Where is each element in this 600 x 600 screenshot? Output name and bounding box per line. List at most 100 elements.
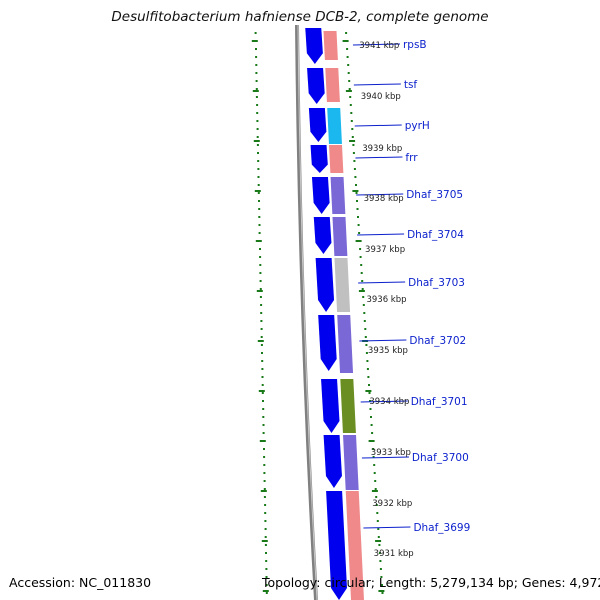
inner-ruler-dot	[351, 136, 354, 138]
gene-block	[327, 108, 342, 144]
outer-ruler-dot	[265, 552, 267, 554]
outer-ruler-dot	[260, 320, 263, 322]
outer-ruler-major-tick	[252, 90, 259, 92]
inner-ruler-dot	[368, 384, 370, 386]
inner-ruler-dot	[349, 96, 352, 98]
gene-leader-line	[358, 281, 406, 284]
inner-ruler-dot	[374, 480, 377, 482]
inner-ruler-major-tick	[349, 140, 356, 142]
outer-ruler-dot	[264, 512, 267, 514]
gene-label: Dhaf_3704	[407, 229, 464, 241]
outer-ruler-dot	[257, 192, 260, 194]
inner-ruler-dot	[346, 56, 349, 58]
outer-ruler-dot	[263, 496, 266, 498]
inner-ruler-dot	[367, 376, 370, 378]
outer-ruler-dot	[256, 136, 259, 138]
gene-label: rpsB	[403, 39, 427, 51]
outer-ruler-dot	[260, 304, 263, 306]
outer-ruler-dot	[257, 152, 259, 154]
outer-ruler-dot	[263, 488, 266, 490]
gene-leader-line	[353, 83, 401, 86]
inner-ruler-dot	[369, 400, 371, 402]
outer-ruler-dot	[265, 568, 268, 570]
outer-ruler-dot	[256, 112, 259, 114]
outer-ruler-dot	[263, 472, 266, 474]
gene-label: Dhaf_3703	[408, 277, 465, 289]
inner-ruler-dot	[355, 184, 357, 186]
gene-label: Dhaf_3701	[411, 396, 468, 408]
inner-ruler-dot	[377, 528, 380, 530]
inner-ruler-dot	[381, 584, 383, 586]
topology-summary: Topology: circular; Length: 5,279,134 bp…	[262, 575, 600, 590]
outer-ruler-dot	[256, 144, 259, 146]
outer-ruler-major-tick	[260, 490, 267, 492]
inner-ruler-dot	[364, 328, 367, 330]
outer-ruler-dot	[265, 576, 268, 578]
outer-ruler-dot	[259, 288, 262, 290]
inner-ruler-major-tick	[371, 490, 378, 492]
inner-ruler-major-tick	[365, 390, 372, 392]
inner-ruler-dot	[368, 392, 371, 394]
inner-ruler-dot	[365, 352, 368, 354]
inner-ruler-dot	[366, 360, 369, 362]
genome-backbone-highlight	[297, 24, 318, 600]
outer-ruler-dot	[262, 416, 265, 418]
inner-ruler-major-tick	[342, 40, 349, 42]
inner-ruler-dot	[370, 424, 373, 426]
gene-leader-line	[352, 43, 400, 46]
inner-ruler-dot	[353, 160, 356, 162]
coordinate-label: 3941 kbp	[359, 41, 399, 51]
map-title: Desulfitobacterium hafniense DCB-2, comp…	[111, 9, 489, 25]
gene-block	[325, 68, 340, 102]
inner-ruler-dot	[378, 552, 381, 554]
outer-ruler-major-tick	[257, 340, 264, 342]
inner-ruler-dot	[363, 320, 366, 322]
outer-ruler-dot	[257, 160, 260, 162]
inner-ruler-dot	[357, 216, 359, 218]
coordinate-label: 3939 kbp	[362, 144, 402, 154]
inner-ruler-dot	[362, 304, 365, 306]
gene-leader-line	[363, 526, 411, 529]
coordinate-label: 3931 kbp	[374, 549, 414, 559]
inner-ruler-dot	[362, 296, 365, 298]
outer-ruler-dot	[265, 584, 268, 586]
inner-ruler-dot	[356, 208, 359, 210]
outer-ruler-dot	[255, 80, 258, 82]
outer-ruler-dot	[254, 32, 257, 34]
cds-strand-arrow	[323, 435, 342, 488]
outer-ruler-major-tick	[254, 190, 261, 192]
outer-ruler-dot	[261, 384, 264, 386]
gene-leader-line	[361, 456, 409, 459]
outer-ruler-dot	[264, 544, 267, 546]
inner-ruler-major-tick	[345, 90, 352, 92]
inner-ruler-dot	[372, 448, 375, 450]
gene-block	[334, 258, 351, 312]
coordinate-label: 3940 kbp	[361, 92, 401, 102]
inner-ruler-dot	[354, 176, 357, 178]
gene-block	[323, 31, 338, 60]
inner-ruler-dot	[376, 520, 379, 522]
cds-strand-arrow	[308, 108, 327, 142]
gene-leader-line	[357, 233, 405, 236]
inner-ruler-dot	[364, 336, 367, 338]
inner-ruler-dot	[378, 544, 381, 546]
inner-ruler-dot	[365, 344, 368, 346]
gene-leader-line	[355, 156, 403, 159]
cds-strand-arrow	[313, 217, 332, 254]
cds-strand-arrow	[310, 145, 328, 173]
outer-ruler-dot	[264, 504, 267, 506]
outer-ruler-dot	[264, 536, 267, 538]
inner-ruler-dot	[345, 32, 348, 34]
inner-ruler-dot	[373, 472, 376, 474]
inner-ruler-dot	[350, 112, 353, 114]
outer-ruler-dot	[257, 184, 260, 186]
cds-strand-arrow	[311, 177, 330, 214]
inner-ruler-dot	[379, 560, 382, 562]
outer-ruler-dot	[256, 120, 259, 122]
gene-leader-line	[359, 339, 407, 342]
outer-ruler-dot	[265, 592, 268, 594]
inner-ruler-dot	[347, 64, 350, 66]
inner-ruler-dot	[361, 280, 364, 282]
inner-ruler-dot	[380, 576, 383, 578]
